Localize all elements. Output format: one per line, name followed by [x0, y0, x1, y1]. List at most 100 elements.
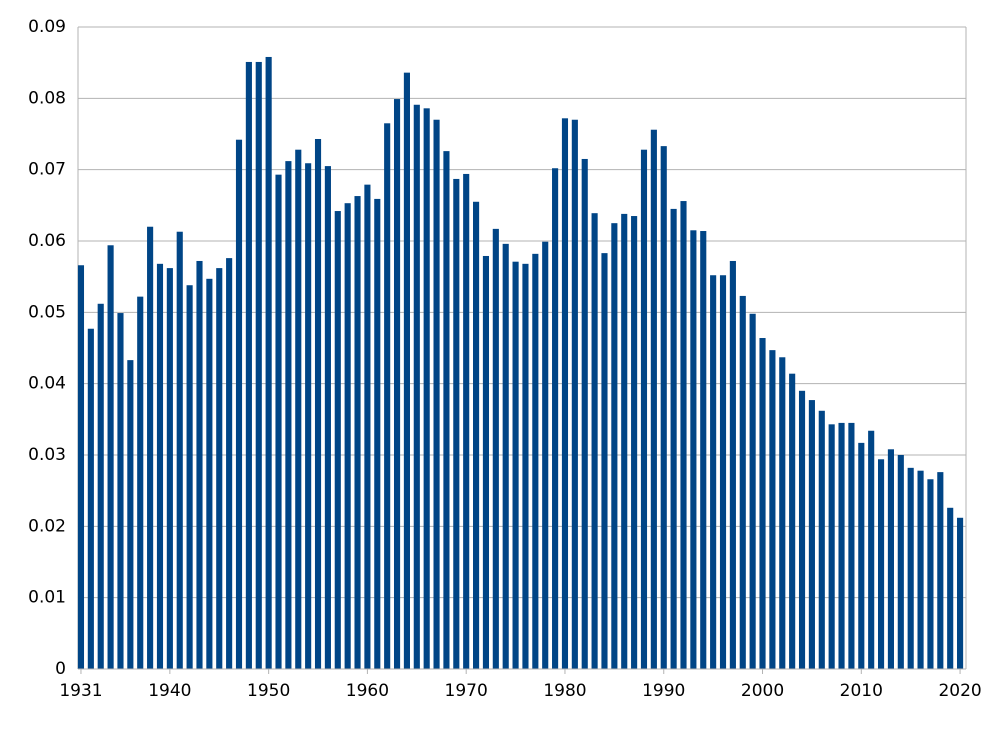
- bar: [660, 146, 667, 670]
- bar: [512, 261, 519, 669]
- bar: [77, 265, 85, 669]
- bar: [206, 278, 213, 669]
- bar: [581, 158, 588, 669]
- bar: [314, 138, 322, 669]
- y-tick-label: 0.09: [28, 17, 66, 37]
- y-tick-label: 0.06: [28, 231, 66, 251]
- bar: [522, 263, 529, 669]
- bar: [670, 208, 677, 669]
- bar: [542, 241, 549, 670]
- bar: [384, 123, 391, 670]
- bar: [265, 56, 272, 669]
- x-tick-label: 1940: [148, 681, 191, 701]
- x-tick-label: 1931: [59, 681, 102, 701]
- x-tick-label: 1990: [642, 681, 685, 701]
- bar: [769, 350, 776, 669]
- bar: [601, 253, 608, 670]
- bar: [759, 338, 766, 669]
- bar: [403, 72, 410, 670]
- y-tick-label: 0.04: [28, 374, 66, 394]
- bar: [255, 61, 262, 670]
- x-tick-label: 1970: [445, 681, 488, 701]
- bar: [176, 231, 183, 669]
- bar: [552, 168, 559, 670]
- bar: [285, 161, 292, 669]
- bar: [798, 390, 806, 669]
- bar: [749, 313, 756, 669]
- bar: [156, 263, 164, 669]
- bar: [887, 449, 894, 669]
- bar: [107, 245, 114, 669]
- bar: [87, 328, 94, 669]
- bar: [532, 253, 539, 669]
- bar: [739, 295, 746, 669]
- bar: [186, 285, 193, 669]
- x-tick-label: 2010: [840, 681, 883, 701]
- bar: [808, 400, 815, 669]
- bar: [621, 213, 628, 670]
- bar: [828, 424, 835, 669]
- bar: [907, 467, 914, 669]
- bar: [640, 149, 648, 669]
- bar: [393, 99, 401, 669]
- bar: [700, 231, 707, 669]
- bar: [354, 196, 361, 669]
- y-tick-label: 0.01: [28, 588, 66, 608]
- bar: [947, 507, 954, 669]
- bar: [334, 211, 341, 670]
- y-tick-label: 0.07: [28, 160, 66, 180]
- bar: [818, 410, 825, 669]
- bar: [305, 163, 312, 669]
- x-tick-label: 2020: [938, 681, 981, 701]
- bar: [137, 296, 144, 669]
- bar: [502, 243, 509, 669]
- bar: [650, 129, 657, 670]
- bar: [927, 479, 934, 669]
- bar: [147, 226, 154, 669]
- bar: [463, 173, 470, 670]
- bar: [374, 198, 381, 669]
- bar: [710, 275, 717, 669]
- bar: [729, 260, 736, 669]
- bar: [690, 230, 697, 670]
- bar: [492, 228, 499, 669]
- bar: [838, 422, 845, 669]
- bar: [453, 178, 460, 669]
- bar: [275, 174, 282, 669]
- bar: [482, 255, 490, 670]
- x-tick-label: 1980: [543, 681, 586, 701]
- y-tick-label: 0.08: [28, 88, 66, 108]
- bar: [848, 422, 855, 669]
- bar: [216, 268, 223, 669]
- bar: [295, 149, 302, 669]
- bar: [344, 203, 351, 669]
- bar: [680, 201, 687, 669]
- bar: [226, 258, 233, 669]
- x-tick-label: 1950: [247, 681, 290, 701]
- bar: [473, 201, 480, 669]
- bar: [127, 360, 134, 669]
- bar: [877, 459, 885, 669]
- y-tick-label: 0.05: [28, 302, 66, 322]
- bar: [561, 118, 569, 670]
- y-tick-label: 0.02: [28, 516, 66, 536]
- y-tick-label: 0: [55, 659, 66, 679]
- x-tick-label: 2000: [741, 681, 784, 701]
- bar: [324, 166, 331, 669]
- bar: [235, 139, 243, 669]
- y-tick-label: 0.03: [28, 445, 66, 465]
- bar: [364, 184, 371, 669]
- bar: [957, 517, 964, 669]
- bar: [97, 303, 104, 669]
- bar: [245, 61, 252, 670]
- bar: [423, 108, 430, 669]
- bar: [897, 455, 904, 669]
- bar: [166, 268, 173, 669]
- bar: [868, 430, 875, 669]
- x-tick-label: 1960: [346, 681, 389, 701]
- bar: [591, 213, 598, 669]
- bar: [917, 470, 924, 669]
- bar: [631, 216, 638, 670]
- bar: [779, 357, 786, 669]
